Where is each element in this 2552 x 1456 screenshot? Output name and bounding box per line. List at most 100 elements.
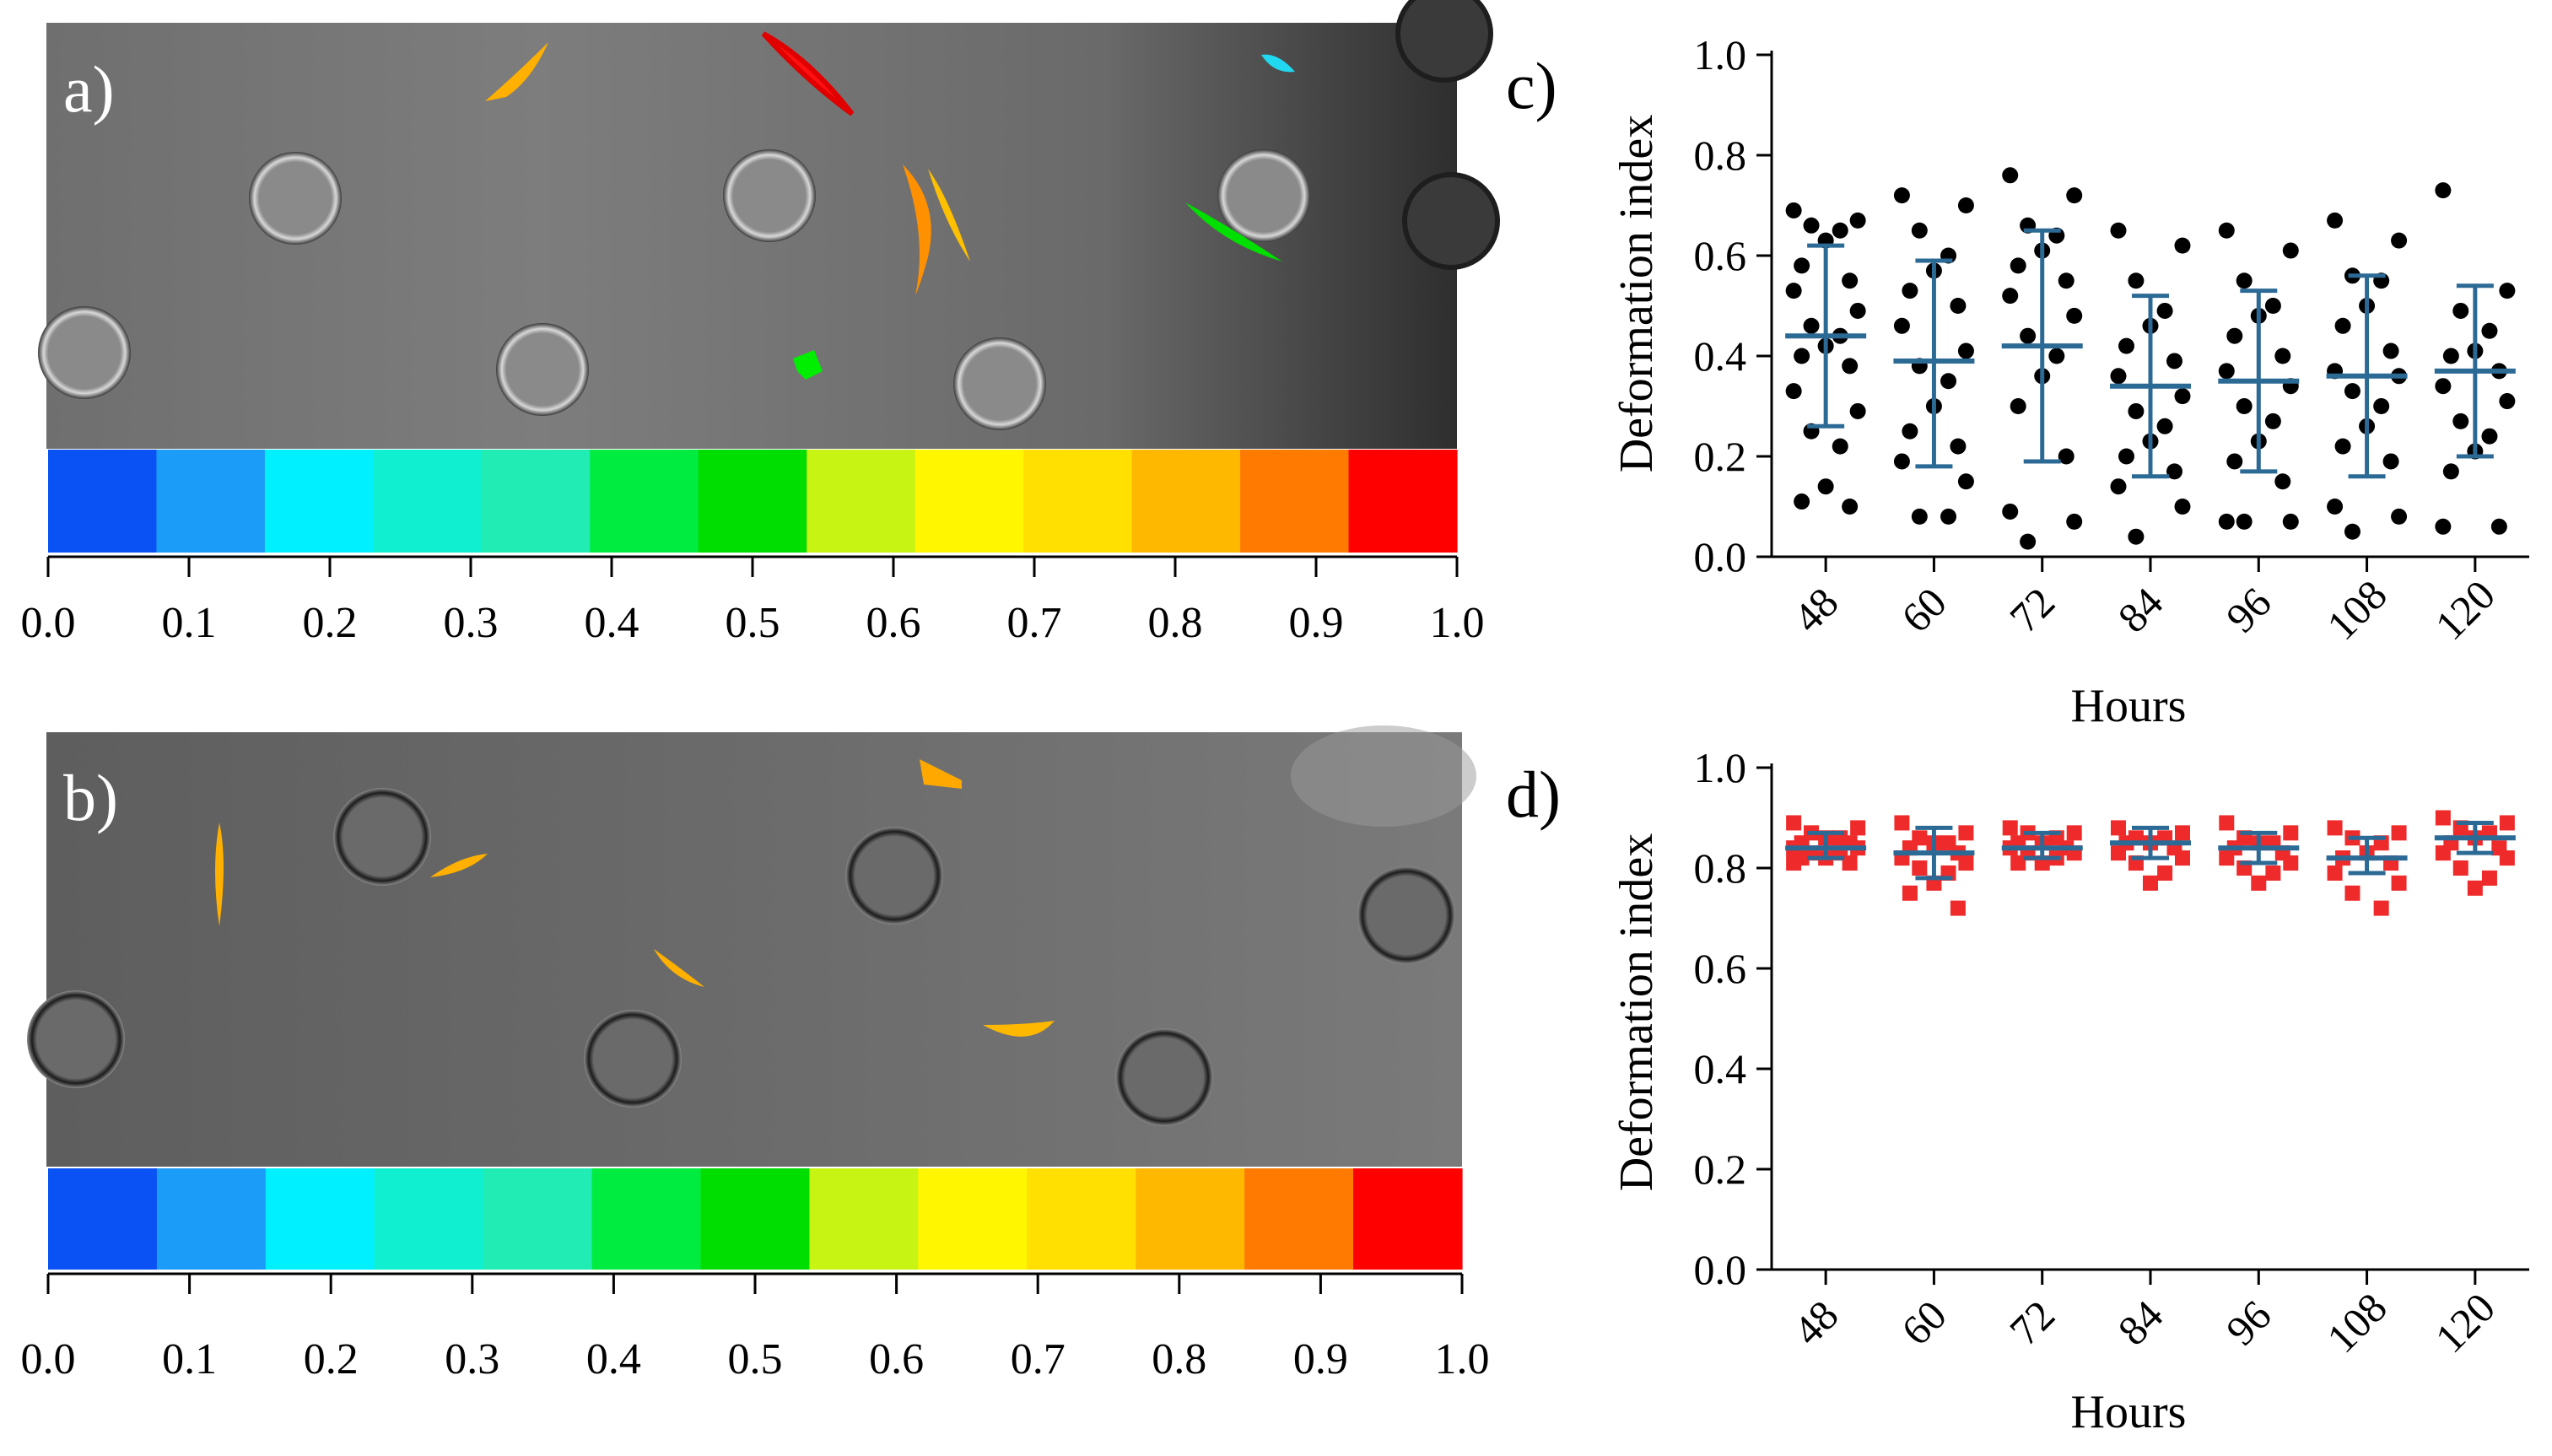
panel-label-b: b)	[63, 761, 118, 834]
data-point	[2435, 378, 2452, 395]
scale-swatch	[1348, 450, 1458, 553]
scale-tick-label: 0.3	[444, 599, 499, 647]
data-point	[1950, 900, 1966, 916]
scale-swatch	[1023, 450, 1133, 553]
data-point	[2283, 855, 2299, 871]
pillar	[1217, 149, 1310, 242]
pillar	[1115, 1028, 1213, 1126]
chart-d-xlabel: Hours	[2071, 1386, 2187, 1438]
y-tick-label: 0.6	[1694, 945, 1747, 992]
y-tick-label: 0.4	[1694, 1045, 1747, 1092]
data-point	[2110, 368, 2127, 385]
scale-swatch	[698, 450, 807, 553]
scale-tick-label: 0.1	[162, 1335, 217, 1383]
data-point	[2058, 448, 2075, 465]
x-tick-label: 48	[1784, 1292, 1848, 1355]
y-tick-label: 0.8	[1694, 132, 1747, 179]
data-point	[2490, 518, 2507, 535]
chart-d-plot: 0.0 0.2 0.4 0.6 0.8 1.0 48 60 72 84 96 108 120	[1694, 744, 2529, 1362]
pillar	[953, 337, 1046, 430]
scale-swatch	[48, 450, 158, 553]
data-point	[1958, 855, 1974, 871]
x-tick-label: 120	[2426, 571, 2505, 650]
scale-swatch	[591, 1168, 702, 1270]
pillar	[723, 149, 816, 242]
y-tick-label: 0.2	[1694, 433, 1747, 480]
data-point	[2118, 337, 2134, 354]
cell-shape	[903, 164, 931, 295]
data-point	[2467, 880, 2483, 896]
scale-swatch	[374, 1168, 484, 1270]
data-point	[2010, 398, 2026, 414]
scale-swatch	[265, 1168, 375, 1270]
data-point	[2382, 453, 2399, 470]
data-point	[2002, 167, 2019, 184]
data-point	[2435, 845, 2451, 861]
scale-swatch	[264, 450, 374, 553]
y-tick-label: 1.0	[1694, 31, 1747, 78]
data-point	[2175, 850, 2190, 866]
data-point	[2442, 348, 2459, 364]
x-tick-label: 120	[2426, 1284, 2505, 1362]
data-point	[2118, 448, 2134, 465]
scale-swatch	[483, 1168, 593, 1270]
scale-swatch	[590, 450, 699, 553]
data-point	[2499, 393, 2516, 410]
data-point	[2327, 499, 2344, 515]
x-tick-label: 108	[2317, 1284, 2396, 1362]
data-point	[1817, 478, 1834, 495]
scale-swatch	[1240, 450, 1350, 553]
data-point	[1786, 815, 1802, 831]
data-point	[2452, 302, 2469, 319]
data-point	[1850, 820, 1866, 836]
y-tick-label: 0.0	[1694, 533, 1747, 580]
scale-swatch	[809, 1168, 919, 1270]
cell-shape	[654, 949, 704, 987]
color-scale-b: 0.0 0.1 0.2 0.3 0.4 0.5 0.6 0.7 0.8 0.9 1.0	[21, 1168, 1490, 1383]
data-point	[2066, 187, 2083, 204]
cell-shape	[983, 1021, 1055, 1037]
scale-tick-label: 0.7	[1007, 599, 1062, 647]
x-tick-label: 72	[2000, 1292, 2064, 1355]
data-point	[2334, 438, 2351, 455]
scale-tick-label: 0.4	[585, 599, 639, 647]
data-point	[2327, 212, 2344, 229]
data-point	[1893, 317, 1910, 334]
scale-tick-label: 0.3	[445, 1335, 499, 1383]
data-point	[2236, 513, 2253, 530]
data-point	[1849, 212, 1866, 229]
image-panel-b: 0.0 0.1 0.2 0.3 0.4 0.5 0.6 0.7 0.8 0.9 1.0 b)	[21, 725, 1490, 1383]
data-point	[2111, 845, 2126, 861]
cell-shape	[215, 822, 224, 926]
data-point	[2344, 885, 2360, 901]
chart-c-plot: 0.0 0.2 0.4 0.6 0.8 1.0 48 60 72 84 96 108 120	[1694, 31, 2529, 650]
data-point	[1832, 438, 1848, 455]
scale-swatch	[156, 450, 266, 553]
data-point	[2010, 257, 2026, 274]
scale-swatch	[1131, 450, 1241, 553]
data-point	[1794, 257, 1810, 274]
data-point	[2435, 518, 2452, 535]
scale-tick-label: 0.1	[162, 599, 217, 647]
data-point	[2391, 825, 2407, 841]
data-point	[2442, 463, 2459, 480]
pillar	[27, 990, 125, 1088]
x-tick-label: 84	[2109, 579, 2172, 642]
x-tick-label: 72	[2000, 579, 2064, 642]
data-point	[1940, 508, 1957, 525]
data-point	[1893, 187, 1910, 204]
data-point	[2010, 855, 2026, 871]
data-point	[1911, 508, 1928, 525]
pillar	[496, 323, 589, 416]
chart-c-xlabel: Hours	[2071, 680, 2187, 732]
data-point	[2344, 523, 2360, 540]
data-point	[2020, 327, 2037, 344]
scale-tick-label: 0.2	[304, 1335, 359, 1383]
cells-b	[215, 759, 1055, 1037]
pillar	[38, 306, 131, 399]
data-point	[1849, 402, 1866, 419]
data-point	[2264, 413, 2281, 429]
data-point	[2265, 865, 2281, 881]
data-point	[2226, 453, 2243, 470]
data-point	[2066, 825, 2082, 841]
